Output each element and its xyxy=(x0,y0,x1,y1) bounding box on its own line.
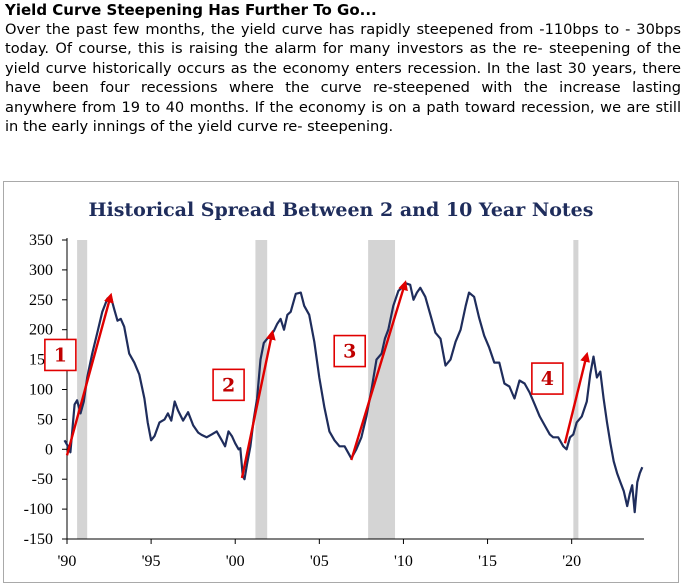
annotation-box xyxy=(531,362,564,395)
article-line: steepening of the yield curve historical… xyxy=(5,40,681,77)
annotation-label: 1 xyxy=(54,344,67,366)
chart-frame: Historical Spread Between 2 and 10 Year … xyxy=(3,181,679,583)
x-tick-label: '20 xyxy=(562,553,581,570)
series-layer xyxy=(63,282,644,514)
annotation-arrow xyxy=(65,292,114,456)
annotation-label: 4 xyxy=(541,368,554,390)
y-tick-label: 350 xyxy=(29,232,53,249)
article-body: Over the past few months, the yield curv… xyxy=(5,20,681,136)
recession-band xyxy=(77,240,88,539)
axes: 350300250200150100500-50-100-150'90'95'0… xyxy=(24,232,644,570)
y-tick-label: 100 xyxy=(29,382,53,399)
article-line: steepening. xyxy=(307,118,394,136)
chart-title: Historical Spread Between 2 and 10 Year … xyxy=(89,199,594,221)
x-tick-label: '00 xyxy=(226,553,245,570)
spread-series-line xyxy=(63,282,644,514)
y-tick-label: -150 xyxy=(24,531,53,548)
annotations: 1 2 3 4 xyxy=(44,280,590,479)
article-line: path toward recession, we are still in t… xyxy=(5,98,682,136)
article-line: 30bps today. Of course, this is raising … xyxy=(5,21,681,58)
annotation-label: 2 xyxy=(222,374,235,396)
annotation-arrow xyxy=(563,351,590,444)
article: Yield Curve Steepening Has Further To Go… xyxy=(5,0,681,136)
y-tick-label: 0 xyxy=(45,441,53,458)
spread-chart: Historical Spread Between 2 and 10 Year … xyxy=(24,199,644,570)
recession-bands xyxy=(77,240,579,539)
article-headline: Yield Curve Steepening Has Further To Go… xyxy=(5,1,377,19)
y-tick-label: -50 xyxy=(32,471,53,488)
y-tick-label: -100 xyxy=(24,501,53,518)
article-line: with the increase lasting anywhere from … xyxy=(5,79,681,116)
annotation-arrow xyxy=(240,329,276,479)
annotation-box xyxy=(212,368,245,402)
y-tick-label: 50 xyxy=(37,411,53,428)
x-tick-label: '05 xyxy=(310,553,329,570)
x-tick-label: '95 xyxy=(142,553,161,570)
annotation-label: 3 xyxy=(343,341,356,363)
y-tick-label: 250 xyxy=(29,292,53,309)
annotation-arrow xyxy=(350,280,408,461)
annotation-box xyxy=(44,338,77,372)
article-line: Over the past few months, the yield curv… xyxy=(5,21,631,38)
recession-band xyxy=(573,240,579,539)
x-tick-label: '15 xyxy=(478,553,497,570)
x-tick-label: '90 xyxy=(58,553,77,570)
annotation-box xyxy=(333,334,367,368)
x-tick-label: '10 xyxy=(394,553,413,570)
article-line: In the last 30 years, there have been fo… xyxy=(5,59,682,97)
y-tick-label: 200 xyxy=(29,322,53,339)
y-tick-label: 300 xyxy=(29,262,53,279)
